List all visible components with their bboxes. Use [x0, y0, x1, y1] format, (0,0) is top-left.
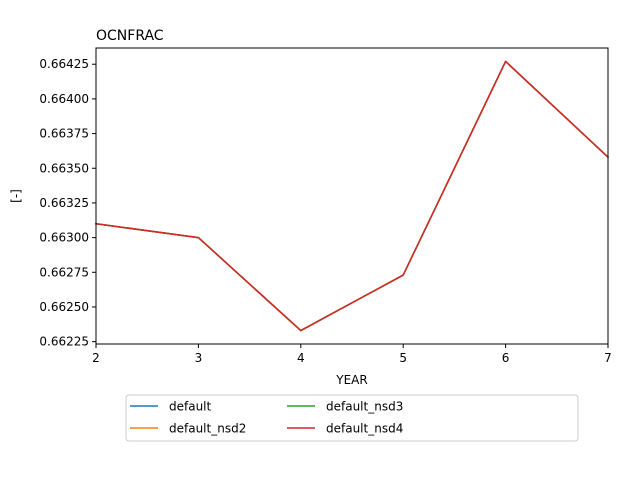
- y-tick-label: 0.66375: [39, 127, 89, 141]
- legend: default default_nsd2 default_nsd3 default_n…: [125, 394, 579, 442]
- series-line-default: [95, 60, 610, 332]
- series-layer: [95, 60, 610, 332]
- y-tick-label: 0.66400: [39, 92, 89, 106]
- x-axis-label: YEAR: [335, 373, 367, 387]
- series-line-default_nsd2: [95, 60, 610, 332]
- y-tick-label: 0.66275: [39, 265, 89, 279]
- y-tick-label: 0.66325: [39, 196, 89, 210]
- x-tick-label: 5: [399, 351, 407, 365]
- legend-label-default_nsd2: default_nsd2: [169, 422, 246, 436]
- chart-title: OCNFRAC: [96, 28, 164, 44]
- legend-frame: [125, 394, 579, 442]
- y-tick-label: 0.66425: [39, 57, 89, 71]
- x-tick-label: 4: [297, 351, 305, 365]
- legend-label-default: default: [169, 400, 212, 414]
- x-tick-label: 2: [92, 351, 100, 365]
- y-tick-label: 0.66250: [39, 300, 89, 314]
- series-line-default_nsd3: [95, 60, 610, 332]
- y-axis-label: [-]: [9, 189, 23, 203]
- y-axis: 0.66225 0.66250 0.66275 0.66300 0.66325 0.663…: [39, 57, 96, 349]
- legend-label-default_nsd3: default_nsd3: [326, 400, 403, 414]
- x-tick-label: 6: [502, 351, 510, 365]
- plot-area-frame: [95, 47, 609, 345]
- y-tick-label: 0.66300: [39, 231, 89, 245]
- x-axis: 2 3 4 5 6 7: [92, 344, 612, 365]
- x-tick-label: 7: [604, 351, 612, 365]
- x-tick-label: 3: [195, 351, 203, 365]
- legend-label-default_nsd4: default_nsd4: [326, 422, 403, 436]
- y-tick-label: 0.66225: [39, 335, 89, 349]
- series-line-default_nsd4: [95, 60, 610, 332]
- y-tick-label: 0.66350: [39, 161, 89, 175]
